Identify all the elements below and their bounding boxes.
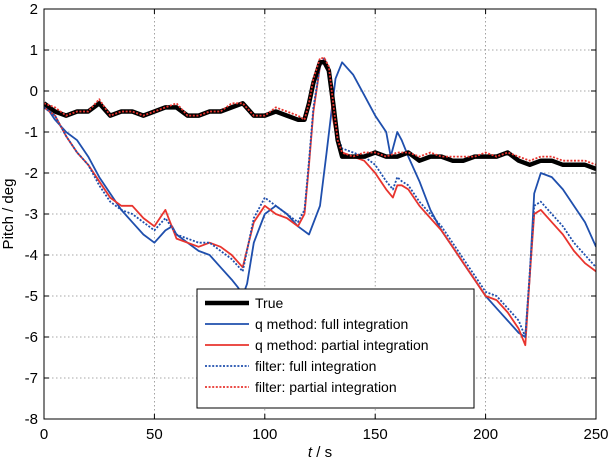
series-layer (44, 57, 596, 347)
legend-label-q-method-partial-integration: q method: partial integration (255, 337, 429, 353)
legend: True q method: full integration q method: … (196, 288, 475, 409)
y-axis-label: Pitch / deg (0, 179, 17, 250)
series-line-filter-full-integration (44, 57, 596, 338)
x-axis-label: t / s (308, 444, 332, 460)
legend-box (196, 288, 475, 409)
x-tick-label: 100 (252, 426, 277, 443)
y-tick-label: -1 (25, 124, 38, 141)
series-line-q-method-full-integration (44, 61, 596, 338)
legend-label-true: True (255, 295, 283, 311)
x-tick-label: 200 (473, 426, 498, 443)
y-tick-label: -3 (25, 206, 38, 223)
y-tick-label: -4 (25, 247, 38, 264)
axis-ticks: 0 50 100 150 200 250 -8 -7 -6 -5 -4 -3 -2 -1 0 1 2 (25, 1, 609, 443)
y-tick-label: -8 (25, 411, 38, 428)
y-tick-label: 2 (30, 1, 38, 18)
legend-label-filter-full-integration: filter: full integration (255, 358, 376, 374)
legend-label-filter-partial-integration: filter: partial integration (255, 379, 397, 395)
x-tick-label: 250 (583, 426, 608, 443)
y-tick-label: -6 (25, 329, 38, 346)
legend-label-q-method-full-integration: q method: full integration (255, 316, 408, 332)
y-tick-label: 0 (30, 83, 38, 100)
y-tick-label: 1 (30, 42, 38, 59)
x-tick-label: 150 (363, 426, 388, 443)
y-tick-label: -2 (25, 165, 38, 182)
x-tick-label: 0 (40, 426, 48, 443)
series-line-filter-partial-integration (44, 57, 596, 166)
y-tick-label: -5 (25, 288, 38, 305)
x-tick-label: 50 (146, 426, 163, 443)
series-line-true (44, 60, 596, 172)
y-tick-label: -7 (25, 370, 38, 387)
